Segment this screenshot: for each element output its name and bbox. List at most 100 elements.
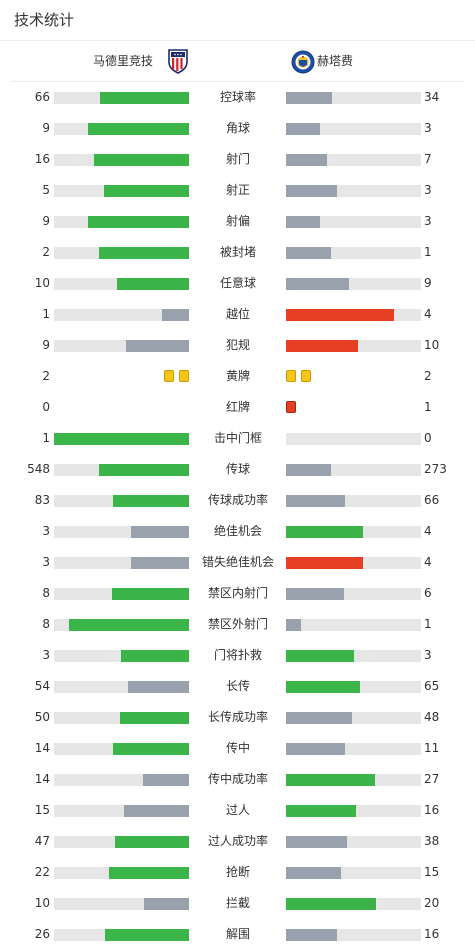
away-team-crest-icon[interactable] — [291, 49, 315, 75]
away-stat-value: 273 — [424, 462, 447, 476]
home-stat-bar — [54, 712, 189, 724]
home-stat-value: 548 — [27, 462, 50, 476]
home-stat-value: 9 — [42, 214, 50, 228]
away-stat-bar-fill — [286, 712, 352, 724]
home-stat-value: 66 — [34, 90, 50, 104]
yellow-card-icon — [179, 370, 189, 382]
stat-label: 传球 — [225, 462, 250, 476]
away-stat-value: 34 — [424, 90, 440, 104]
home-stat-bar-fill — [99, 464, 189, 476]
away-stat-bar-fill — [286, 743, 345, 755]
stat-row: 8 禁区内射门 6 — [0, 578, 475, 609]
away-stat-bar-fill — [286, 526, 363, 538]
red-card-icon — [286, 401, 296, 413]
home-stat-value: 10 — [34, 896, 50, 910]
home-stat-bar-fill — [54, 433, 189, 445]
away-stat-bar-fill — [286, 123, 320, 135]
stat-row: 66 控球率 34 — [0, 82, 475, 113]
stat-label: 犯规 — [225, 338, 250, 352]
home-stat-bar-fill — [99, 247, 189, 259]
away-stat-value: 4 — [424, 524, 432, 538]
home-stat-bar-fill — [120, 712, 189, 724]
home-stat-bar — [54, 216, 189, 228]
home-stat-bar-fill — [88, 216, 189, 228]
home-stat-bar-fill — [94, 154, 189, 166]
home-stat-bar-fill — [121, 650, 189, 662]
home-stat-value: 3 — [42, 555, 50, 569]
away-stat-value: 1 — [424, 617, 432, 631]
away-stat-value: 66 — [424, 493, 440, 507]
home-stat-bar-fill — [124, 805, 189, 817]
home-stat-value: 3 — [42, 524, 50, 538]
stat-label: 拦截 — [225, 896, 250, 910]
away-stat-bar — [286, 123, 421, 135]
away-stat-bar — [286, 557, 421, 569]
home-stat-value: 9 — [42, 121, 50, 135]
stat-row: 14 传中成功率 27 — [0, 764, 475, 795]
home-stat-bar — [54, 92, 189, 104]
away-stat-bar — [286, 650, 421, 662]
stat-label: 门将扑救 — [213, 648, 262, 662]
home-stat-bar-fill — [144, 898, 189, 910]
stat-row: 3 绝佳机会 4 — [0, 516, 475, 547]
yellow-card-icon — [286, 370, 296, 382]
away-stat-bar-fill — [286, 278, 349, 290]
home-stat-bar — [54, 526, 189, 538]
home-stat-bar — [54, 340, 189, 352]
stat-row: 5 射正 3 — [0, 175, 475, 206]
away-stat-bar-fill — [286, 185, 337, 197]
away-stat-bar-fill — [286, 557, 363, 569]
stat-row: 22 抢断 15 — [0, 857, 475, 888]
home-stat-value: 22 — [34, 865, 50, 879]
away-stat-bar-fill — [286, 650, 354, 662]
away-stat-bar-fill — [286, 681, 360, 693]
home-stat-value: 0 — [42, 400, 50, 414]
home-stat-value: 50 — [34, 710, 50, 724]
away-stat-bar — [286, 340, 421, 352]
stat-label: 射正 — [225, 183, 250, 197]
stat-label: 控球率 — [219, 90, 256, 104]
home-stat-bar-fill — [88, 123, 189, 135]
home-stat-bar-fill — [109, 867, 189, 879]
stats-list: 66 控球率 34 9 角球 3 16 射门 7 5 射正 3 9 射偏 3 2 被封堵 1 10 任意球 9 1 越位 4 9… — [0, 82, 475, 950]
away-stat-bar — [286, 805, 421, 817]
away-stat-bar-fill — [286, 867, 341, 879]
stat-row: 10 任意球 9 — [0, 268, 475, 299]
stat-row: 9 射偏 3 — [0, 206, 475, 237]
away-stat-bar — [286, 712, 421, 724]
stat-label: 抢断 — [225, 865, 250, 879]
home-stat-value: 47 — [34, 834, 50, 848]
away-stat-value: 48 — [424, 710, 440, 724]
away-stat-value: 0 — [424, 431, 432, 445]
stat-row: 83 传球成功率 66 — [0, 485, 475, 516]
home-stat-value: 10 — [34, 276, 50, 290]
home-stat-value: 5 — [42, 183, 50, 197]
home-stat-value: 3 — [42, 648, 50, 662]
away-stat-bar — [286, 92, 421, 104]
away-stat-bar — [286, 588, 421, 600]
away-stat-bar-fill — [286, 154, 327, 166]
away-stat-value: 2 — [424, 369, 432, 383]
home-stat-bar — [54, 805, 189, 817]
home-stat-value: 16 — [34, 152, 50, 166]
stat-label: 红牌 — [225, 400, 250, 414]
away-stat-bar-fill — [286, 588, 344, 600]
away-stat-value: 1 — [424, 245, 432, 259]
home-stat-value: 26 — [34, 927, 50, 941]
home-stat-bar — [54, 185, 189, 197]
away-stat-value: 38 — [424, 834, 440, 848]
home-stat-value: 8 — [42, 586, 50, 600]
home-stat-bar — [54, 836, 189, 848]
home-stat-bar — [54, 309, 189, 321]
away-team-name[interactable]: 赫塔费 — [317, 54, 354, 68]
home-stat-bar-fill — [113, 495, 189, 507]
away-stat-value: 1 — [424, 400, 432, 414]
home-stat-value: 1 — [42, 307, 50, 321]
home-team-name[interactable]: 马德里竞技 — [92, 54, 153, 68]
team-header: 马德里竞技 赫塔费 — [10, 41, 465, 82]
home-team-crest-icon[interactable] — [166, 48, 190, 74]
away-stat-bar — [286, 433, 421, 445]
away-stat-bar-fill — [286, 898, 376, 910]
home-stat-value: 2 — [42, 369, 50, 383]
away-stat-value: 3 — [424, 214, 432, 228]
